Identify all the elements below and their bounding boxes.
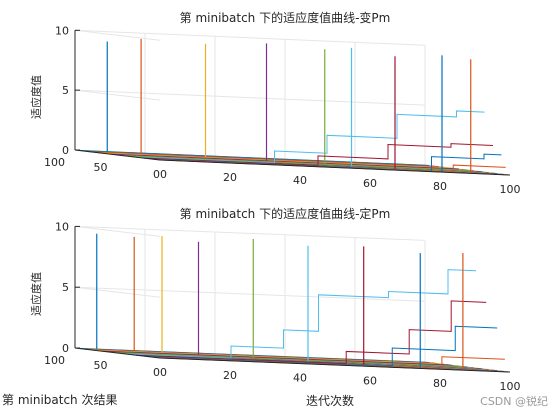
z-axis-label: 适应度值 bbox=[29, 75, 43, 119]
series-line bbox=[85, 348, 436, 364]
grid-line bbox=[74, 29, 426, 46]
x-tick-label: 80 bbox=[433, 377, 447, 390]
panel-1: 0 5 10 00 20 40 60 80 100 100 50 第 minibatch 下的适应度值… bbox=[29, 10, 521, 196]
z-tick-label: 10 bbox=[55, 220, 69, 233]
x-tick-label: 80 bbox=[433, 180, 447, 193]
y-tick-label: 100 bbox=[44, 354, 65, 367]
z-tick-label: 5 bbox=[62, 84, 69, 97]
panel-2: 0 5 10 00 20 40 60 80 100 100 50 第 minibatch 下的适应度值… bbox=[2, 206, 521, 408]
grid-line bbox=[74, 286, 161, 298]
x-axis bbox=[159, 357, 511, 373]
grid-line bbox=[74, 286, 426, 302]
y-axis bbox=[74, 347, 161, 359]
x-tick-label: 40 bbox=[293, 372, 307, 385]
series-line bbox=[108, 153, 460, 170]
x-tick-label: 60 bbox=[363, 177, 377, 190]
x-tick-label: 00 bbox=[153, 366, 167, 379]
x-tick-label: 40 bbox=[293, 174, 307, 187]
grid-line bbox=[74, 29, 161, 41]
x-axis bbox=[159, 159, 511, 176]
y-axis-label: 第 minibatch 次结果 bbox=[2, 393, 117, 407]
series-line bbox=[142, 143, 494, 167]
series-line bbox=[88, 151, 439, 168]
y-tick-label: 50 bbox=[94, 359, 108, 372]
y-tick-label: 100 bbox=[44, 156, 65, 169]
series-line bbox=[121, 155, 472, 171]
series-line bbox=[147, 325, 498, 367]
z-tick-label: 0 bbox=[62, 144, 69, 157]
x-axis-label: 迭代次数 bbox=[306, 393, 354, 408]
x-tick-label: 00 bbox=[153, 168, 167, 181]
x-tick-label: 20 bbox=[223, 171, 237, 184]
grid-line bbox=[74, 89, 161, 101]
grid-line bbox=[74, 225, 426, 241]
x-tick-label: 100 bbox=[500, 380, 521, 393]
y-tick-label: 50 bbox=[94, 161, 108, 174]
series-line bbox=[79, 150, 430, 166]
grid-line bbox=[74, 89, 426, 106]
x-tick-label: 100 bbox=[500, 183, 521, 196]
y-axis bbox=[74, 149, 161, 161]
grid-line bbox=[74, 225, 161, 237]
z-tick-label: 10 bbox=[55, 24, 69, 37]
z-tick-label: 0 bbox=[62, 342, 69, 355]
series-line bbox=[134, 110, 485, 164]
x-tick-label: 60 bbox=[363, 374, 377, 387]
series-line bbox=[100, 152, 451, 169]
series-line bbox=[113, 352, 464, 367]
chart-title: 第 minibatch 下的适应度值曲线-变Pm bbox=[180, 10, 391, 25]
x-tick-label: 20 bbox=[223, 369, 237, 382]
series-line bbox=[91, 349, 443, 365]
z-tick-label: 5 bbox=[62, 281, 69, 294]
z-axis-label: 适应度值 bbox=[29, 272, 43, 316]
series-line bbox=[125, 269, 477, 359]
chart-title: 第 minibatch 下的适应度值曲线-定Pm bbox=[180, 206, 391, 221]
series-line bbox=[136, 300, 487, 365]
watermark: CSDN @锐纪 bbox=[480, 395, 548, 408]
